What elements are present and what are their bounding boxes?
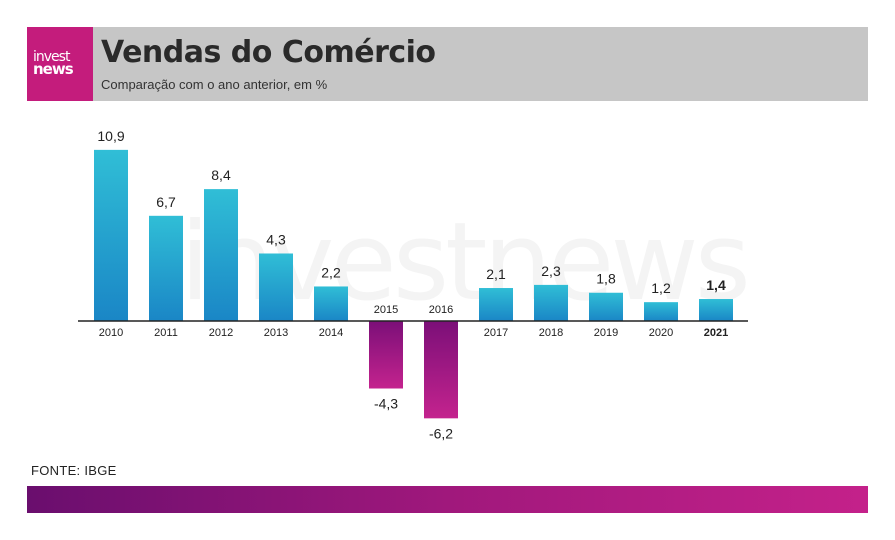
category-label-2015: 2015 [374, 304, 398, 316]
footer-bar [27, 486, 868, 513]
bar-2021 [699, 299, 733, 321]
bar-2013 [259, 253, 293, 321]
bar-2015 [369, 321, 403, 389]
chart-subtitle: Comparação com o ano anterior, em % [101, 77, 328, 92]
category-label-2018: 2018 [539, 327, 563, 339]
category-label-2014: 2014 [319, 327, 343, 339]
category-label-2019: 2019 [594, 327, 618, 339]
category-label-2010: 2010 [99, 327, 123, 339]
header: invest news Vendas do Comércio Comparaçã… [27, 27, 868, 101]
category-label-2021: 2021 [704, 327, 728, 339]
category-label-2020: 2020 [649, 327, 673, 339]
value-label-2010: 10,9 [97, 128, 124, 144]
category-label-2011: 2011 [154, 327, 178, 339]
category-label-2016: 2016 [429, 304, 453, 316]
value-label-2011: 6,7 [156, 194, 176, 210]
bar-2018 [534, 284, 568, 321]
value-label-2020: 1,2 [651, 280, 671, 296]
bar-2016 [424, 321, 458, 419]
category-label-2012: 2012 [209, 327, 233, 339]
category-label-2017: 2017 [484, 327, 508, 339]
value-label-2016: -6,2 [429, 425, 453, 441]
logo-line1: invest [33, 49, 70, 65]
source-note: FONTE: IBGE [31, 463, 117, 478]
chart-title: Vendas do Comércio [101, 35, 436, 70]
bar-2020 [644, 302, 678, 321]
value-label-2017: 2,1 [486, 266, 506, 282]
bar-2014 [314, 286, 348, 321]
bar-2012 [204, 189, 238, 321]
investnews-logo: invest news [27, 27, 93, 101]
value-label-2019: 1,8 [596, 271, 616, 287]
value-label-2018: 2,3 [541, 263, 561, 279]
bar-2010 [94, 149, 128, 321]
bar-2017 [479, 288, 513, 321]
value-label-2021: 1,4 [706, 277, 726, 293]
value-label-2012: 8,4 [211, 167, 231, 183]
bar-2011 [149, 215, 183, 321]
value-label-2014: 2,2 [321, 264, 341, 280]
bar-2019 [589, 292, 623, 321]
category-label-2013: 2013 [264, 327, 288, 339]
bars-group: 10,9 2010 6,7 2011 8,4 2012 4,3 2013 2,2 2014 -4,3… [94, 128, 733, 441]
value-label-2015: -4,3 [374, 396, 398, 412]
logo-line2: news [33, 60, 74, 78]
value-label-2013: 4,3 [266, 231, 286, 247]
